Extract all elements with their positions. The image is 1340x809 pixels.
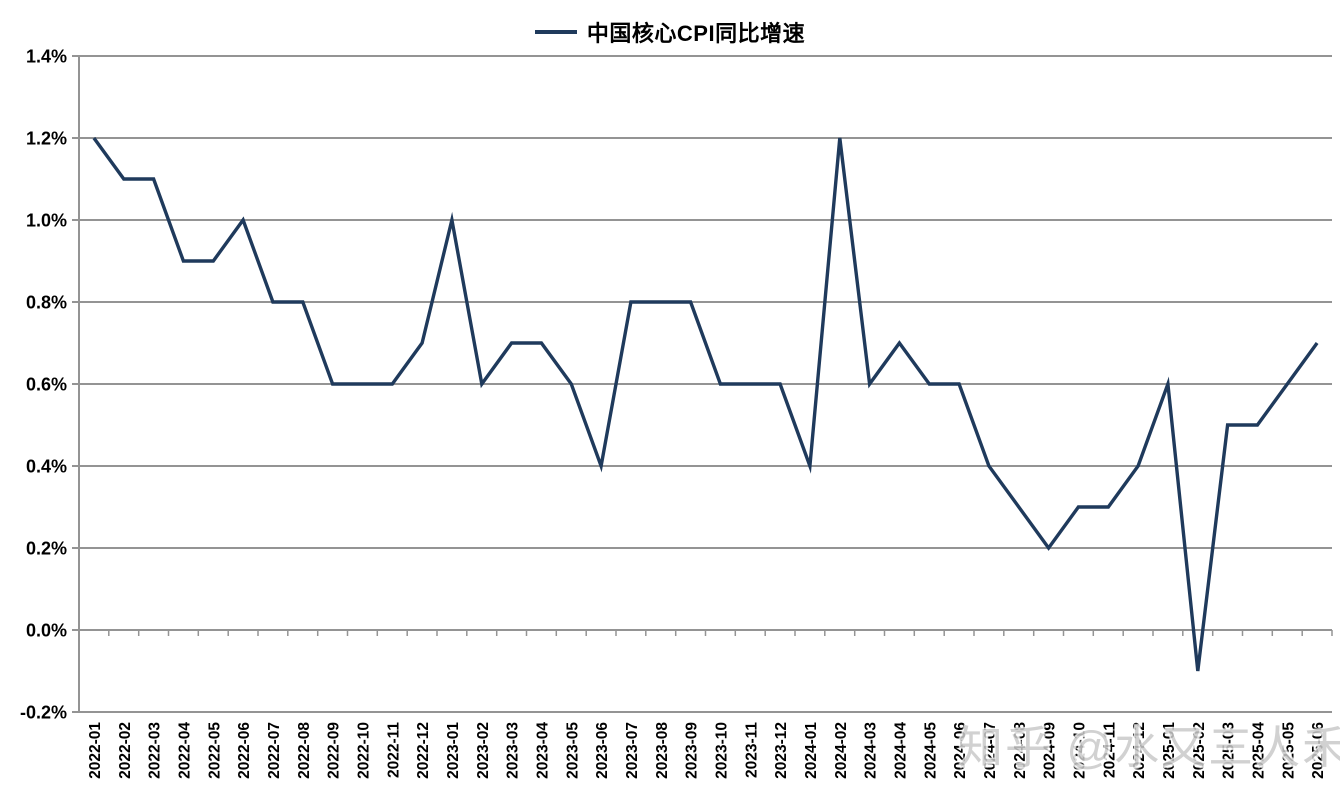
- x-tick-label: 2025-06: [1310, 722, 1327, 779]
- y-tick-label: 1.0%: [26, 211, 67, 231]
- x-tick-label: 2022-07: [266, 722, 283, 779]
- x-tick-label: 2025-02: [1191, 722, 1208, 779]
- x-tick-label: 2023-02: [475, 722, 492, 779]
- x-tick-label: 2024-09: [1042, 722, 1059, 779]
- x-tick-label: 2022-08: [296, 722, 313, 779]
- x-tick-label: 2023-09: [684, 722, 701, 779]
- x-tick-label: 2025-05: [1280, 722, 1297, 779]
- x-tick-label: 2023-01: [445, 722, 462, 779]
- x-tick-label: 2023-05: [564, 722, 581, 779]
- watermark: 知乎 @水又三人禾: [958, 722, 1340, 773]
- x-tick-label: 2023-08: [654, 722, 671, 779]
- x-tick-label: 2022-12: [415, 722, 432, 779]
- x-tick-label: 2022-10: [355, 722, 372, 779]
- y-tick-label: 0.8%: [26, 293, 67, 313]
- series-line: [92, 136, 1319, 672]
- x-tick-label: 2024-10: [1071, 722, 1088, 779]
- x-tick-label: 2024-02: [833, 722, 850, 779]
- chart-legend: 中国核心CPI同比增速: [0, 16, 1340, 48]
- x-tick-label: 2023-11: [743, 722, 760, 778]
- y-tick-label: 0.4%: [26, 457, 67, 477]
- x-tick-label: 2024-05: [922, 722, 939, 779]
- x-tick-label: 2023-06: [594, 722, 611, 779]
- x-tick-label: 2024-08: [1012, 722, 1029, 779]
- y-tick-label: 0.0%: [26, 621, 67, 641]
- x-tick-label: 2024-12: [1131, 722, 1148, 779]
- x-tick-label: 2025-04: [1250, 722, 1267, 779]
- x-tick-label: 2022-01: [87, 722, 104, 779]
- y-tick-label: 0.2%: [26, 539, 67, 559]
- x-tick-label: 2022-02: [117, 722, 134, 779]
- x-tick-label: 2023-12: [773, 722, 790, 779]
- y-tick-label: 1.2%: [26, 129, 67, 149]
- x-tick-label: 2025-03: [1221, 722, 1238, 779]
- x-tick-label: 2022-03: [147, 722, 164, 779]
- x-tick-label: 2023-04: [534, 722, 551, 779]
- x-tick-label: 2025-01: [1161, 722, 1178, 779]
- x-tick-label: 2022-05: [206, 722, 223, 779]
- x-tick-label: 2023-03: [505, 722, 522, 779]
- x-tick-label: 2024-06: [952, 722, 969, 779]
- y-tick-label: -0.2%: [20, 703, 67, 723]
- x-tick-label: 2023-07: [624, 722, 641, 779]
- x-tick-label: 2022-04: [176, 722, 193, 779]
- x-tick-label: 2024-01: [803, 722, 820, 779]
- x-tick-label: 2023-10: [713, 722, 730, 779]
- x-tick-label: 2024-07: [982, 722, 999, 779]
- x-tick-label: 2024-11: [1101, 722, 1118, 778]
- x-tick-label: 2022-11: [385, 722, 402, 778]
- legend-label: 中国核心CPI同比增速: [586, 21, 806, 46]
- x-tick-label: 2022-09: [326, 722, 343, 779]
- x-tick-label: 2022-06: [236, 722, 253, 779]
- x-tick-label: 2024-04: [892, 722, 909, 779]
- y-tick-label: 0.6%: [26, 375, 67, 395]
- y-tick-label: 1.4%: [26, 47, 67, 67]
- legend-line-sample: [534, 30, 577, 34]
- x-tick-label: 2024-03: [863, 722, 880, 779]
